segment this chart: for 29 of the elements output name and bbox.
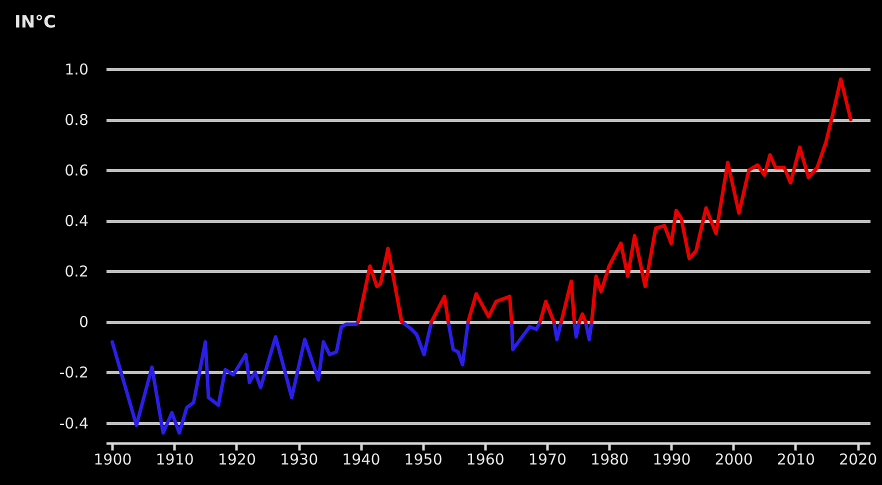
y-tick-label: -0.2: [59, 364, 88, 382]
y-tick-label: 0.4: [64, 212, 88, 230]
x-tick-label: 1930: [280, 450, 318, 468]
x-tick-label: 1960: [466, 450, 504, 468]
x-tick-label: 1970: [528, 450, 567, 468]
line-series: [590, 77, 852, 324]
y-tick-label: 1.0: [64, 60, 88, 78]
y-tick-label: 0.8: [64, 111, 88, 130]
x-tick-label: 1940: [342, 450, 380, 468]
x-tick-label: 1910: [156, 450, 194, 468]
x-tick-label: 1900: [94, 450, 132, 468]
x-tick-label: 2010: [776, 450, 816, 468]
x-tick-label: 2000: [714, 450, 753, 468]
y-tick-label: 0.2: [64, 262, 88, 281]
x-tick-label: 1990: [652, 450, 691, 468]
line-series: [446, 320, 470, 366]
line-series: [356, 246, 404, 324]
x-tick-label: 2020: [838, 450, 878, 468]
y-tick-label: 0: [78, 313, 88, 332]
line-series: [466, 292, 514, 324]
x-tick-label: 1980: [590, 450, 629, 468]
y-tick-label: 0.6: [64, 162, 88, 180]
y-axis-title: IN°C: [14, 12, 56, 32]
line-series: [510, 320, 542, 352]
x-tick-label: 1920: [218, 450, 256, 468]
y-tick-label: -0.4: [59, 414, 88, 432]
line-series: [110, 320, 360, 435]
line-series: [400, 320, 434, 356]
x-tick-label: 1950: [404, 450, 442, 468]
